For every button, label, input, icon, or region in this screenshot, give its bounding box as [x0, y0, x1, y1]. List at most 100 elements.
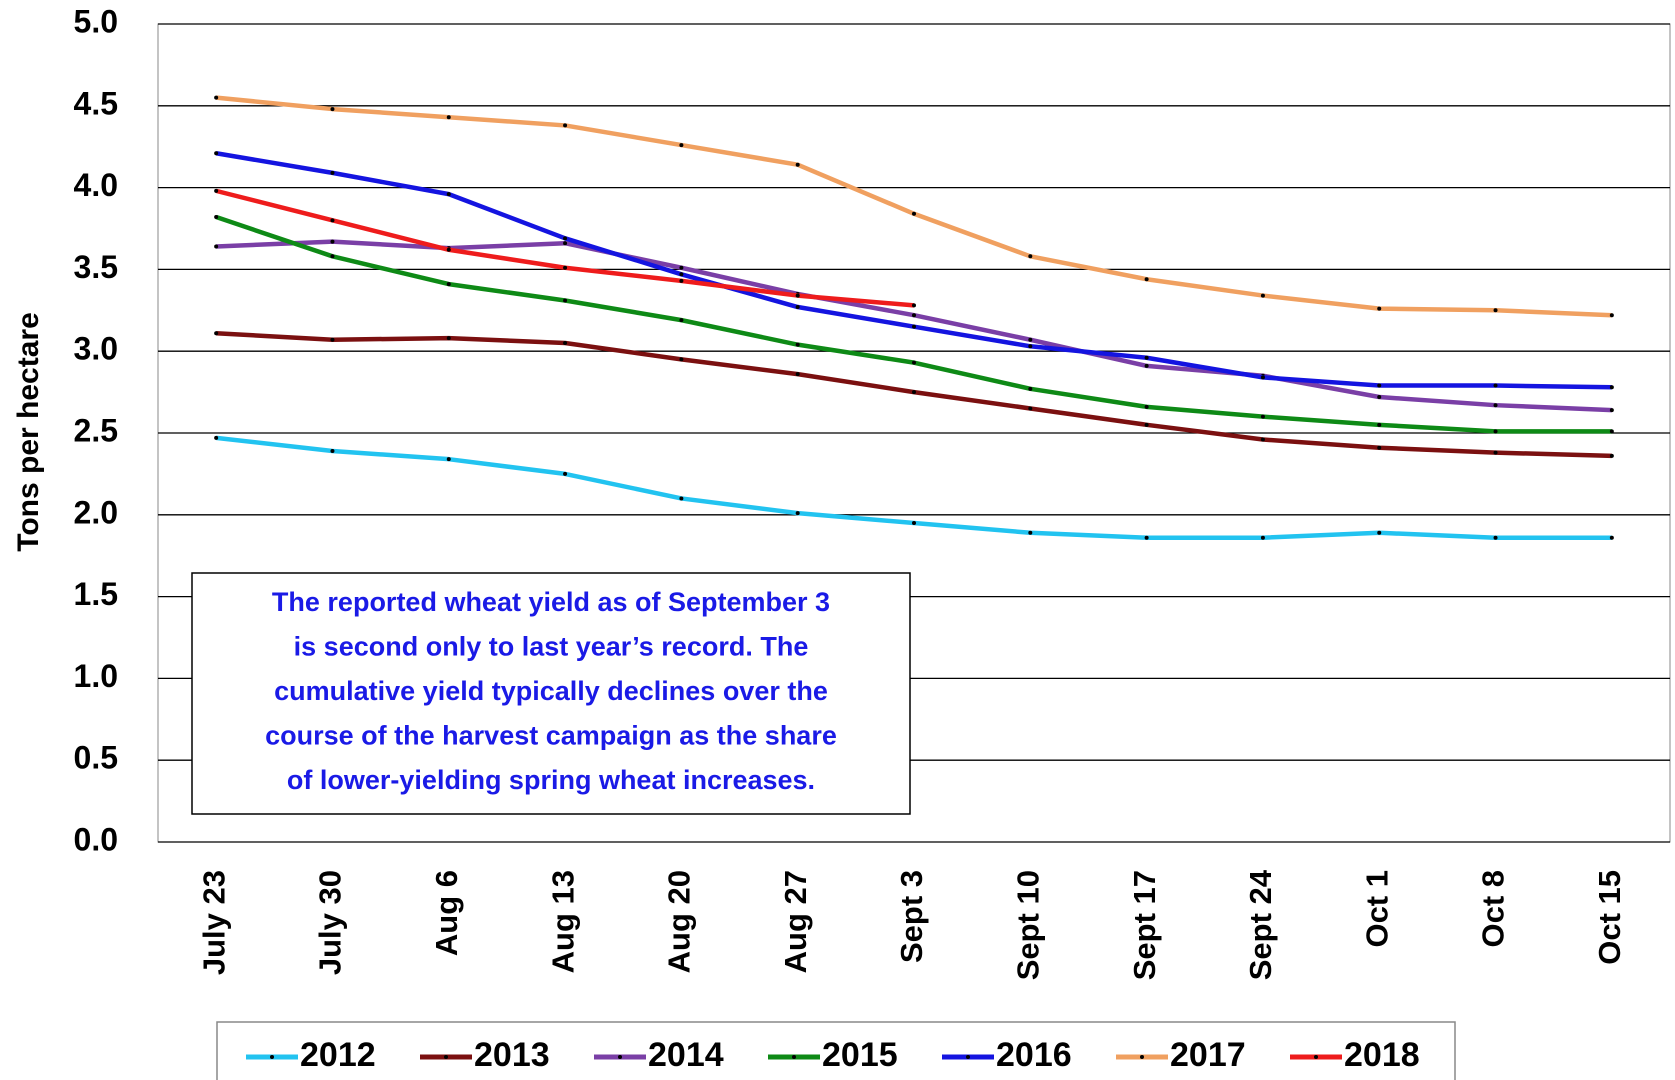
legend-label: 2012 [300, 1036, 376, 1074]
point-marker [330, 239, 335, 244]
point-marker [679, 265, 684, 270]
point-marker [679, 278, 684, 283]
legend-marker [966, 1055, 970, 1059]
annotation-text: course of the harvest campaign as the sh… [265, 721, 837, 751]
point-marker [1144, 363, 1149, 368]
point-marker [1260, 437, 1265, 442]
point-marker [563, 265, 568, 270]
point-marker [1377, 383, 1382, 388]
point-marker [1144, 277, 1149, 282]
point-marker [1028, 386, 1033, 391]
annotation-text: of lower-yielding spring wheat increases… [287, 765, 815, 795]
point-marker [1260, 535, 1265, 540]
legend-box [216, 1021, 1456, 1080]
y-tick-label: 0.0 [74, 821, 118, 857]
legend-marker [270, 1055, 274, 1059]
legend-label: 2015 [822, 1036, 898, 1074]
y-tick-label: 2.5 [74, 412, 118, 448]
point-marker [1377, 445, 1382, 450]
legend-marker [1314, 1055, 1318, 1059]
point-marker [1609, 408, 1614, 413]
point-marker [330, 337, 335, 342]
x-tick-label: Aug 20 [662, 870, 697, 973]
point-marker [1028, 530, 1033, 535]
y-tick-label: 0.5 [74, 740, 118, 776]
point-marker [795, 293, 800, 298]
x-tick-label: Oct 15 [1592, 870, 1627, 965]
legend-marker [444, 1055, 448, 1059]
point-marker [1493, 308, 1498, 313]
point-marker [330, 170, 335, 175]
point-marker [912, 520, 916, 525]
point-marker [446, 247, 451, 252]
legend-label: 2017 [1170, 1036, 1246, 1074]
annotation-text: is second only to last year’s record. Th… [294, 632, 809, 662]
point-marker [1609, 429, 1614, 434]
point-marker [1609, 313, 1614, 318]
y-tick-label: 4.5 [74, 85, 118, 121]
point-marker [1493, 535, 1498, 540]
point-marker [1377, 395, 1382, 400]
y-tick-label: 1.0 [74, 658, 118, 694]
y-axis-title: Tons per hectare [12, 312, 45, 552]
legend-label: 2013 [474, 1036, 550, 1074]
point-marker [214, 95, 219, 100]
legend-marker [1140, 1055, 1144, 1059]
point-marker [679, 143, 684, 148]
point-marker [446, 336, 451, 341]
point-marker [330, 107, 335, 112]
annotation-text: cumulative yield typically declines over… [274, 676, 828, 706]
point-marker [1377, 530, 1382, 535]
point-marker [679, 272, 684, 277]
y-tick-label: 3.5 [74, 249, 118, 285]
y-tick-label: 2.0 [74, 494, 118, 530]
legend-marker [618, 1055, 622, 1059]
x-tick-label: July 23 [196, 870, 231, 975]
point-marker [912, 313, 916, 318]
point-marker [1028, 406, 1033, 411]
annotation-text: The reported wheat yield as of September… [272, 587, 830, 617]
point-marker [214, 331, 219, 336]
legend-label: 2016 [996, 1036, 1072, 1074]
point-marker [563, 123, 568, 128]
point-marker [912, 211, 916, 216]
point-marker [330, 448, 335, 453]
point-marker [214, 215, 219, 220]
x-tick-label: Sept 3 [894, 870, 929, 963]
point-marker [1260, 375, 1265, 380]
legend-label: 2014 [648, 1036, 724, 1074]
point-marker [795, 372, 800, 377]
x-tick-label: Sept 10 [1010, 870, 1045, 980]
x-tick-label: July 30 [313, 870, 348, 975]
point-marker [912, 360, 916, 365]
point-marker [795, 305, 800, 310]
point-marker [679, 357, 684, 362]
point-marker [214, 188, 219, 193]
x-tick-label: Oct 8 [1476, 870, 1511, 948]
point-marker [214, 151, 219, 156]
point-marker [1493, 383, 1498, 388]
y-tick-label: 4.0 [74, 167, 118, 203]
x-tick-label: Aug 13 [545, 870, 580, 973]
legend-label: 2018 [1344, 1036, 1420, 1074]
point-marker [1609, 535, 1614, 540]
point-marker [563, 471, 568, 476]
point-marker [214, 435, 219, 440]
annotation-box [191, 572, 911, 815]
point-marker [912, 303, 916, 308]
y-tick-label: 3.0 [74, 331, 118, 367]
point-marker [1260, 293, 1265, 298]
point-marker [679, 318, 684, 323]
y-tick-label: 1.5 [74, 576, 118, 612]
point-marker [1028, 254, 1033, 259]
point-marker [563, 236, 568, 241]
point-marker [1260, 414, 1265, 419]
point-marker [563, 241, 568, 246]
point-marker [214, 244, 219, 249]
x-tick-label: Sept 24 [1243, 869, 1278, 980]
point-marker [1028, 344, 1033, 349]
point-marker [679, 496, 684, 501]
point-marker [1609, 453, 1614, 458]
point-marker [1493, 429, 1498, 434]
point-marker [1493, 450, 1498, 455]
